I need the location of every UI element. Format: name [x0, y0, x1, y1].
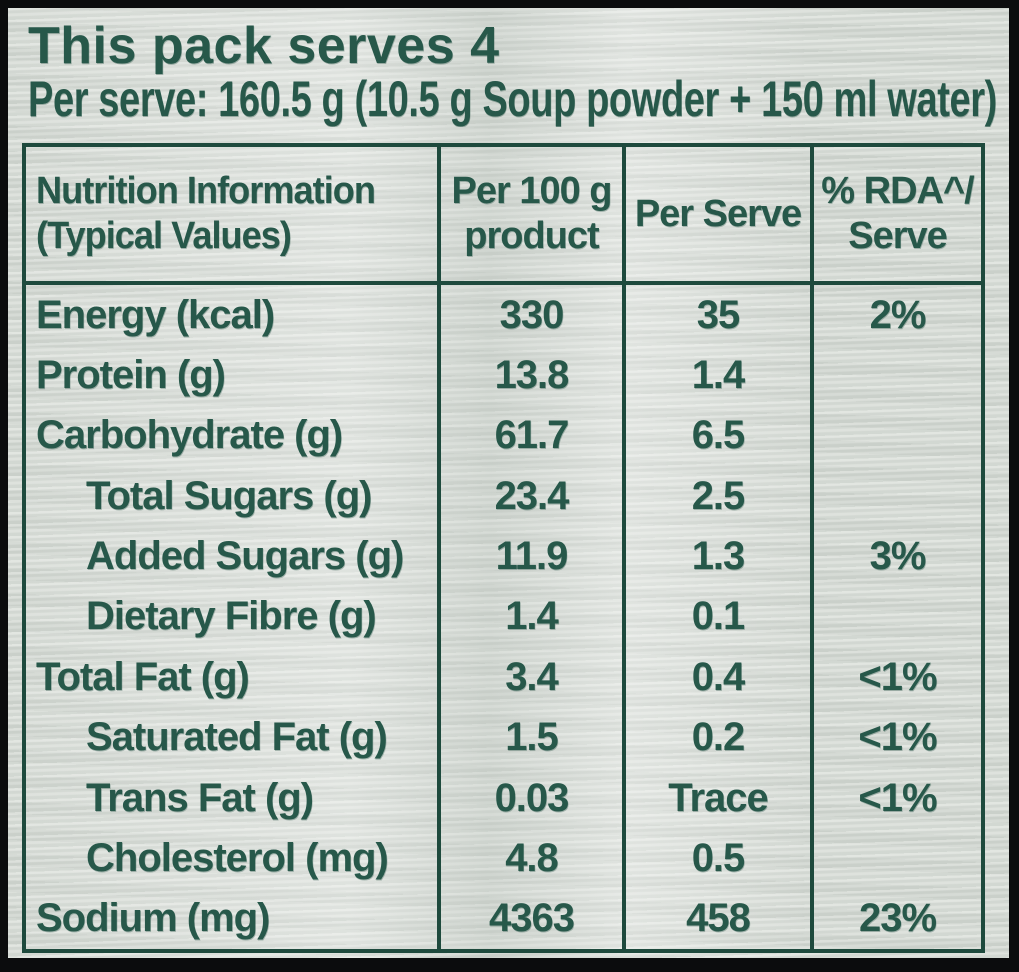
per-serve-value-cell: 458 [626, 888, 814, 949]
nutrient-label: Protein (g) [36, 353, 226, 398]
rda-value-cell [814, 828, 981, 888]
per-100g-value: 4.8 [505, 835, 559, 880]
header-rda-line1: % RDA^/ [821, 170, 974, 213]
nutrient-label-cell: Added Sugars (g) [26, 526, 441, 587]
per-100g-value-cell: 4363 [441, 888, 626, 949]
nutrient-label-cell: Total Sugars (g) [26, 466, 441, 527]
per-serve-value-cell: 35 [626, 285, 814, 346]
header-per-100g: Per 100 g product [441, 147, 626, 285]
header-rda-line2: Serve [848, 215, 948, 257]
header-rda: % RDA^/ Serve [814, 147, 981, 285]
nutrient-label-cell: Protein (g) [26, 345, 441, 406]
header-nutrition-information-line1: Nutrition Information [36, 170, 376, 213]
per-serve-value: 1.4 [691, 353, 746, 398]
per-serve-value: 0.1 [691, 594, 746, 639]
per-serve-value: 1.3 [691, 534, 746, 579]
per-serve-value-cell: 6.5 [626, 405, 814, 467]
rda-value-cell: 23% [814, 889, 981, 949]
rda-value-cell [814, 406, 981, 466]
nutrient-label: Carbohydrate (g) [36, 413, 343, 458]
rda-value-cell [814, 345, 981, 405]
per-100g-value-cell: 330 [441, 285, 626, 346]
rda-value: 3% [869, 534, 927, 579]
per-serve-value: 2.5 [691, 473, 746, 518]
per-serve-value: Trace [668, 775, 769, 820]
rda-value: 23% [858, 896, 937, 941]
per-100g-value: 11.9 [495, 534, 569, 579]
per-100g-value: 4363 [489, 896, 575, 941]
rda-value: <1% [858, 775, 937, 820]
per-serve-value-cell: 2.5 [626, 466, 814, 527]
per-serve-value-cell: 0.2 [626, 707, 814, 768]
nutrient-label-cell: Energy (kcal) [26, 285, 441, 346]
per-100g-value-cell: 4.8 [441, 828, 626, 889]
per-100g-value-cell: 61.7 [441, 405, 626, 467]
nutrient-label-cell: Trans Fat (g) [26, 767, 441, 829]
per-100g-value: 13.8 [494, 353, 570, 398]
per-100g-value: 1.5 [505, 715, 559, 760]
per-100g-value-cell: 1.5 [441, 707, 626, 768]
per-100g-value: 330 [499, 292, 565, 337]
header-per-100g-line1: Per 100 g [451, 170, 613, 213]
per-100g-value-cell: 1.4 [441, 586, 626, 648]
rda-value-cell: 3% [814, 526, 981, 586]
rda-value-cell: <1% [814, 768, 981, 828]
per-100g-value: 1.4 [505, 594, 559, 639]
per-100g-value-cell: 11.9 [441, 526, 626, 587]
nutrient-label: Trans Fat (g) [86, 775, 314, 820]
foil-pack-background: This pack serves 4 Per serve: 160.5 g (1… [8, 8, 1009, 958]
nutrient-label-cell: Cholesterol (mg) [26, 828, 441, 889]
per-100g-value-cell: 13.8 [441, 345, 626, 406]
per-serve-value: 6.5 [691, 413, 746, 458]
rda-value: <1% [858, 715, 937, 760]
header-per-100g-line2: product [464, 215, 599, 257]
rda-value: 2% [869, 292, 927, 337]
nutrient-label-cell: Dietary Fibre (g) [26, 586, 441, 648]
nutrition-table: Nutrition Information (Typical Values) P… [22, 143, 985, 953]
per-100g-value-cell: 3.4 [441, 647, 626, 708]
rda-value-cell: 2% [814, 285, 981, 345]
header-nutrition-information-line2: (Typical Values) [36, 215, 292, 257]
per-100g-value-cell: 0.03 [441, 767, 626, 829]
per-serve-value-cell: 0.4 [626, 647, 814, 708]
per-serve-value: 0.2 [691, 715, 746, 760]
nutrient-label-cell: Carbohydrate (g) [26, 405, 441, 467]
rda-value-cell [814, 587, 981, 647]
nutrient-label: Cholesterol (mg) [86, 835, 389, 880]
nutrient-label: Added Sugars (g) [86, 534, 404, 579]
nutrient-label: Saturated Fat (g) [86, 715, 388, 760]
per-serve-value-cell: 0.1 [626, 586, 814, 648]
pack-serves-text: This pack serves 4 [28, 17, 500, 75]
per-100g-value-cell: 23.4 [441, 466, 626, 527]
per-serve-value-cell: 0.5 [626, 828, 814, 889]
per-100g-value: 61.7 [494, 413, 570, 458]
per-100g-value: 0.03 [494, 775, 570, 820]
nutrient-label: Total Fat (g) [36, 654, 250, 699]
per-100g-value: 3.4 [505, 654, 559, 699]
per-serve-value: 458 [686, 896, 751, 941]
header-per-serve: Per Serve [626, 147, 814, 285]
per-serve-value: 0.4 [691, 654, 746, 699]
nutrient-label-cell: Saturated Fat (g) [26, 707, 441, 768]
header-nutrition-information: Nutrition Information (Typical Values) [26, 147, 441, 285]
rda-value-cell: <1% [814, 647, 981, 707]
nutrient-label: Energy (kcal) [36, 292, 275, 337]
per-serve-text: Per serve: 160.5 g (10.5 g Soup powder +… [28, 71, 997, 127]
nutrient-label: Dietary Fibre (g) [86, 594, 377, 639]
rda-value-cell: <1% [814, 708, 981, 768]
per-serve-value-cell: 1.3 [626, 526, 814, 587]
per-serve-value: 35 [696, 292, 740, 337]
header-per-serve-label: Per Serve [634, 192, 802, 235]
per-serve-value-cell: Trace [626, 767, 814, 829]
nutrient-label: Sodium (mg) [36, 896, 270, 941]
nutrient-label: Total Sugars (g) [86, 473, 372, 518]
rda-value-cell [814, 466, 981, 526]
rda-value: <1% [858, 654, 937, 699]
per-serve-value: 0.5 [691, 835, 746, 880]
nutrient-label-cell: Sodium (mg) [26, 888, 441, 949]
per-100g-value: 23.4 [494, 473, 570, 518]
per-serve-value-cell: 1.4 [626, 345, 814, 406]
nutrient-label-cell: Total Fat (g) [26, 647, 441, 708]
